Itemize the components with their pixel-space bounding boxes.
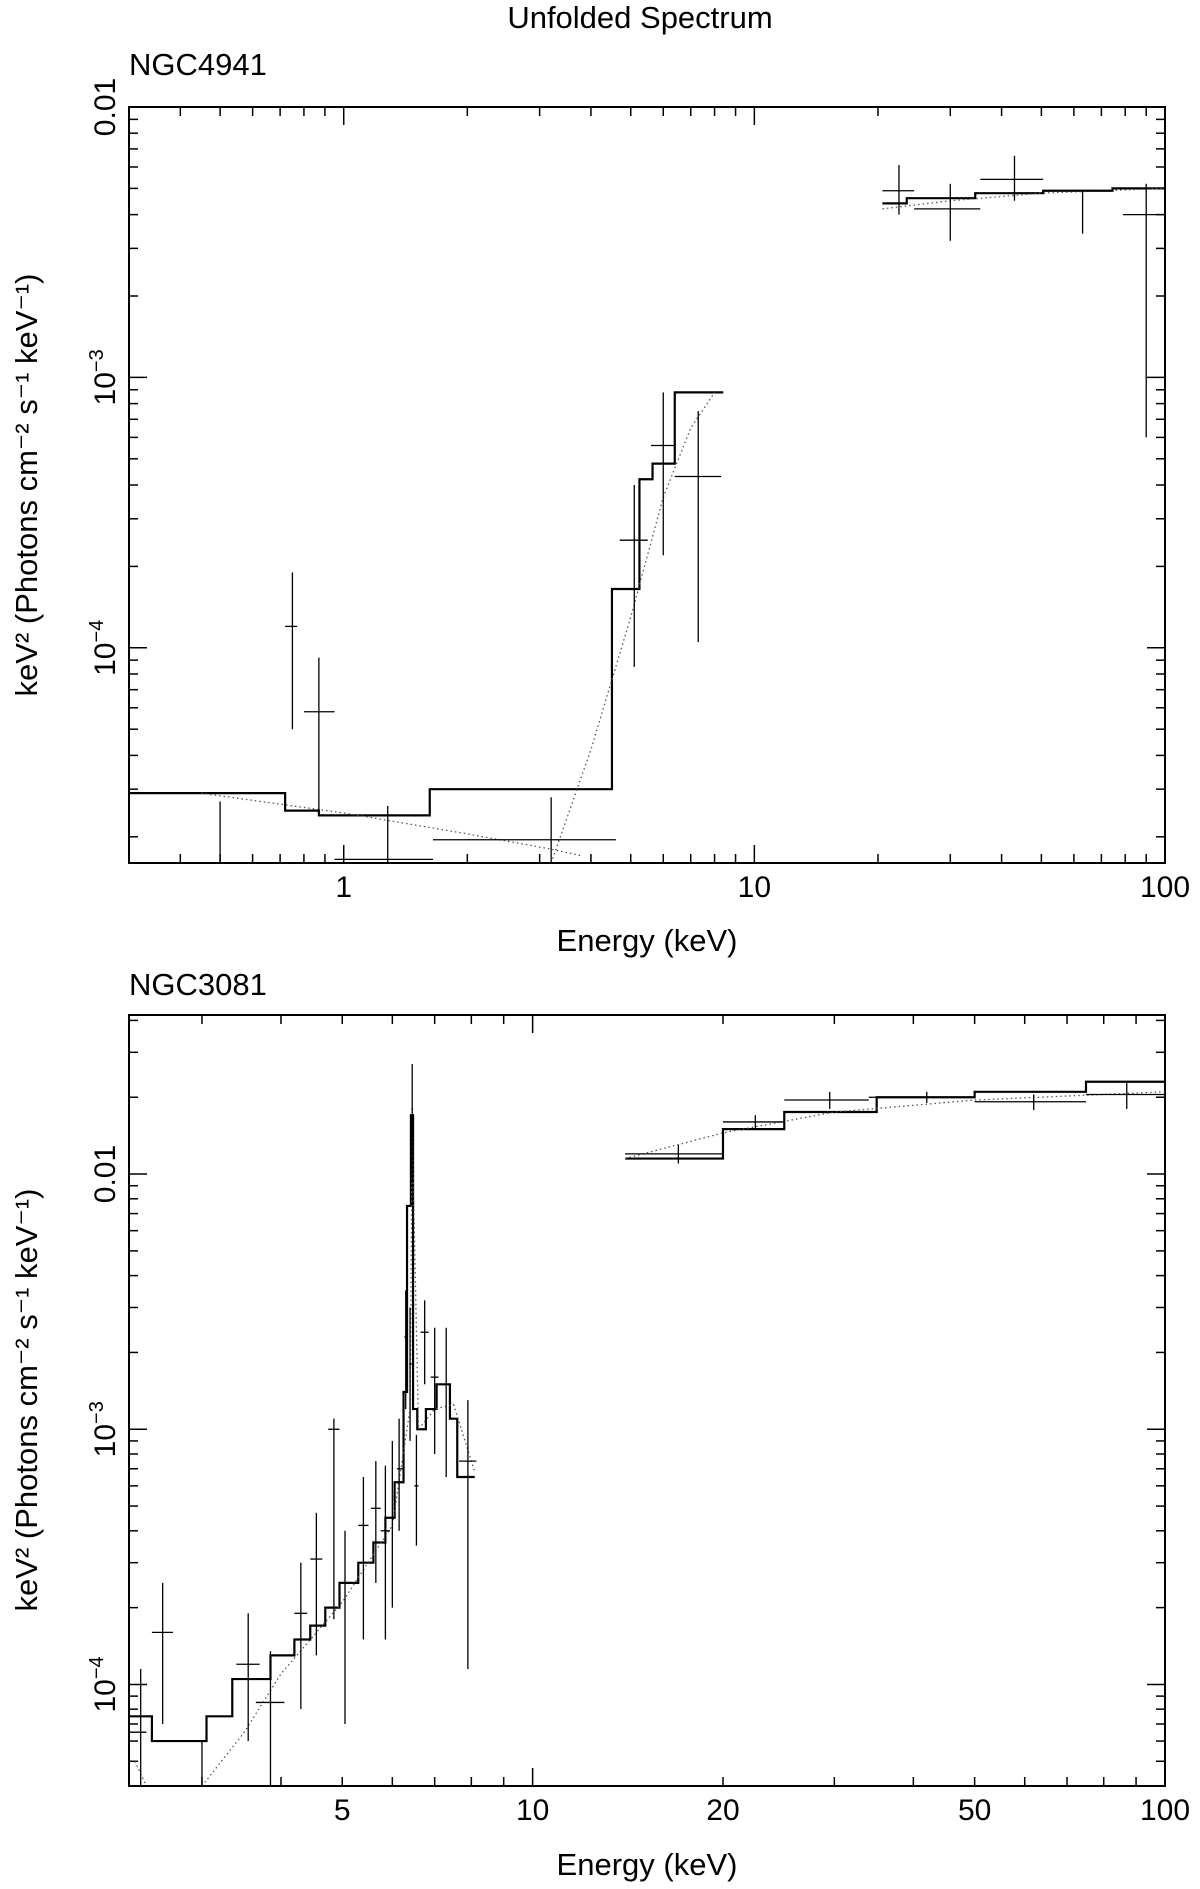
y-axis-label-ngc3081: keV² (Photons cm⁻² s⁻¹ keV⁻¹) bbox=[9, 1189, 44, 1612]
data-point bbox=[358, 1476, 369, 1640]
data-point bbox=[409, 1307, 412, 1441]
data-point bbox=[236, 1613, 260, 1742]
panel-title-ngc4941: NGC4941 bbox=[129, 47, 267, 82]
x-tick-label: 10 bbox=[516, 1794, 549, 1827]
data-point bbox=[433, 797, 616, 863]
data-point bbox=[396, 1418, 404, 1531]
tick-labels-ngc4941: 1 10 100 10−4 10−3 0.01 bbox=[86, 78, 1190, 904]
y-tick-label: 10−4 bbox=[86, 620, 122, 676]
marks-ngc4941 bbox=[129, 155, 1166, 864]
data-point bbox=[404, 1290, 408, 1410]
data-point bbox=[674, 411, 722, 643]
model-dotted-line bbox=[550, 392, 716, 864]
data-point bbox=[334, 805, 434, 863]
data-point bbox=[1122, 183, 1165, 438]
data-point bbox=[294, 1562, 308, 1710]
x-tick-label: 20 bbox=[706, 1794, 739, 1827]
x-tick-label: 10 bbox=[738, 871, 771, 904]
y-tick-label: 0.01 bbox=[89, 1145, 122, 1203]
data-point bbox=[882, 165, 915, 215]
x-axis-label-ngc4941: Energy (keV) bbox=[557, 923, 738, 958]
x-tick-label: 100 bbox=[1140, 1794, 1190, 1827]
data-point bbox=[914, 183, 981, 241]
data-point bbox=[442, 1327, 450, 1477]
marks-ngc3081 bbox=[129, 1063, 1166, 1787]
data-point bbox=[411, 1063, 414, 1180]
data-point bbox=[650, 392, 675, 556]
data-point bbox=[1043, 190, 1113, 234]
panel-title-ngc3081: NGC3081 bbox=[129, 967, 267, 1002]
data-point bbox=[339, 1530, 351, 1724]
y-tick-label: 10−3 bbox=[86, 349, 122, 405]
data-point bbox=[328, 1418, 340, 1620]
data-point bbox=[285, 572, 298, 730]
y-axis-label-ngc4941: keV² (Photons cm⁻² s⁻¹ keV⁻¹) bbox=[9, 274, 44, 697]
tick-labels-ngc3081: 5 10 20 50 100 10−4 10−3 0.01 bbox=[86, 1145, 1190, 1827]
data-point bbox=[980, 155, 1044, 201]
model-dotted-line bbox=[624, 1091, 1166, 1160]
data-point bbox=[151, 1582, 174, 1724]
data-point bbox=[303, 657, 335, 811]
data-point bbox=[420, 1300, 429, 1385]
data-point bbox=[430, 1327, 439, 1454]
data-point bbox=[868, 1091, 975, 1103]
x-axis-label-ngc3081: Energy (keV) bbox=[557, 1847, 738, 1882]
ticks-ngc4941 bbox=[128, 106, 1166, 863]
panel-ngc3081: NGC3081 5 10 20 50 100 10−4 10−3 0.01 Energy (k… bbox=[9, 967, 1190, 1882]
model-step-line bbox=[625, 1080, 1165, 1160]
data-point bbox=[129, 1668, 147, 1786]
data-point bbox=[619, 485, 648, 667]
model-dotted-line bbox=[201, 1129, 476, 1787]
x-tick-label: 50 bbox=[958, 1794, 991, 1827]
data-point bbox=[974, 1094, 1086, 1111]
figure-title: Unfolded Spectrum bbox=[507, 0, 772, 35]
ticks-ngc3081 bbox=[129, 1015, 1166, 1787]
data-point bbox=[1085, 1081, 1165, 1109]
x-tick-label: 100 bbox=[1140, 871, 1190, 904]
data-point bbox=[722, 1115, 785, 1130]
data-point bbox=[459, 1400, 477, 1669]
y-tick-label: 0.01 bbox=[89, 78, 122, 136]
plot-frame-ngc4941 bbox=[128, 106, 1166, 864]
y-tick-label: 10−3 bbox=[86, 1401, 122, 1457]
plot-frame-ngc3081 bbox=[128, 1014, 1166, 1787]
data-point bbox=[625, 1144, 723, 1164]
x-tick-label: 1 bbox=[335, 871, 352, 904]
model-step-line bbox=[882, 187, 1165, 205]
data-point bbox=[414, 1434, 419, 1546]
model-step-line bbox=[129, 1114, 475, 1743]
data-point bbox=[370, 1461, 381, 1583]
data-point bbox=[784, 1091, 869, 1109]
data-point bbox=[310, 1512, 323, 1656]
y-tick-label: 10−4 bbox=[86, 1656, 122, 1712]
model-dotted-line bbox=[201, 792, 582, 857]
x-tick-label: 5 bbox=[334, 1794, 351, 1827]
data-point bbox=[390, 1440, 395, 1608]
data-point bbox=[380, 1465, 391, 1640]
data-point bbox=[255, 1651, 285, 1786]
